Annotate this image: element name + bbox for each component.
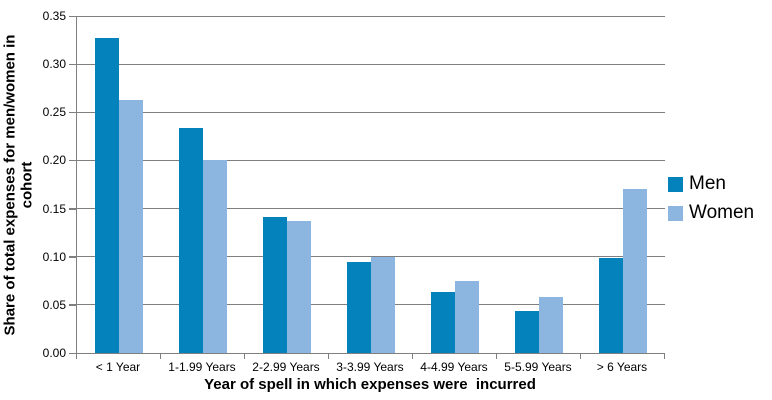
legend: Men Women	[668, 174, 754, 223]
legend-item-women: Women	[668, 203, 754, 223]
x-tick-mark	[495, 353, 497, 359]
x-tick-mark	[327, 353, 329, 359]
bar-men	[263, 217, 287, 353]
plot-area	[76, 15, 665, 354]
y-tick-label: 0.25	[42, 105, 66, 120]
gridline	[77, 208, 665, 210]
y-tick-mark	[69, 256, 76, 258]
bar-men	[431, 292, 455, 353]
x-tick-mark	[75, 353, 77, 359]
bar-women	[287, 221, 311, 353]
y-tick-label: 0.00	[42, 346, 66, 360]
x-tick-label: 5-5.99 Years	[504, 360, 572, 374]
gridline	[77, 159, 665, 161]
x-tick-label: > 6 Years	[596, 360, 648, 374]
x-tick-mark	[159, 353, 161, 359]
x-tick-label: < 1 Year	[95, 360, 141, 374]
y-tick-label: 0.15	[42, 201, 66, 216]
x-tick-label: 4-4.99 Years	[420, 360, 488, 374]
y-tick-label: 0.30	[42, 57, 66, 72]
bar-women	[203, 160, 227, 353]
y-tick-mark	[69, 352, 76, 354]
y-tick-label: 0.05	[42, 297, 66, 312]
bar-men	[599, 257, 623, 353]
y-tick-mark	[69, 111, 76, 114]
y-tick-label: 0.20	[42, 153, 66, 168]
bar-men	[179, 127, 203, 353]
y-tick-mark	[69, 63, 76, 66]
legend-swatch-men	[668, 176, 683, 192]
x-tick-mark	[579, 353, 581, 359]
y-tick-label: 0.10	[42, 249, 66, 264]
bar-women	[623, 189, 647, 353]
legend-swatch-women	[668, 205, 683, 221]
y-tick-label: 0.35	[42, 9, 66, 23]
x-tick-label: 3-3.99 Years	[336, 360, 404, 374]
bar-men	[347, 261, 371, 353]
x-tick-mark	[243, 353, 245, 359]
bar-women	[119, 99, 143, 353]
x-tick-mark	[663, 353, 665, 359]
bar-men	[95, 38, 119, 353]
x-tick-label: 1-1.99 Years	[168, 360, 236, 374]
gridline	[77, 15, 665, 17]
y-axis-title-line1: Share of total expenses for men/women in	[1, 34, 18, 335]
gridline	[77, 256, 665, 258]
y-tick-mark	[69, 208, 76, 210]
legend-label-men: Men	[689, 173, 726, 194]
y-tick-mark	[69, 159, 76, 162]
gridline	[77, 111, 665, 113]
y-tick-mark	[69, 304, 76, 306]
x-axis-title: Year of spell in which expenses were inc…	[204, 376, 536, 393]
legend-label-women: Women	[689, 202, 755, 223]
bar-men	[515, 310, 539, 353]
bar-women	[371, 256, 395, 353]
bar-women	[539, 297, 563, 353]
legend-item-men: Men	[668, 174, 754, 194]
bar-women	[455, 280, 479, 353]
x-tick-label: 2-2.99 Years	[252, 360, 320, 374]
x-tick-mark	[411, 353, 413, 359]
gridline	[77, 63, 665, 65]
y-tick-mark	[69, 15, 76, 17]
